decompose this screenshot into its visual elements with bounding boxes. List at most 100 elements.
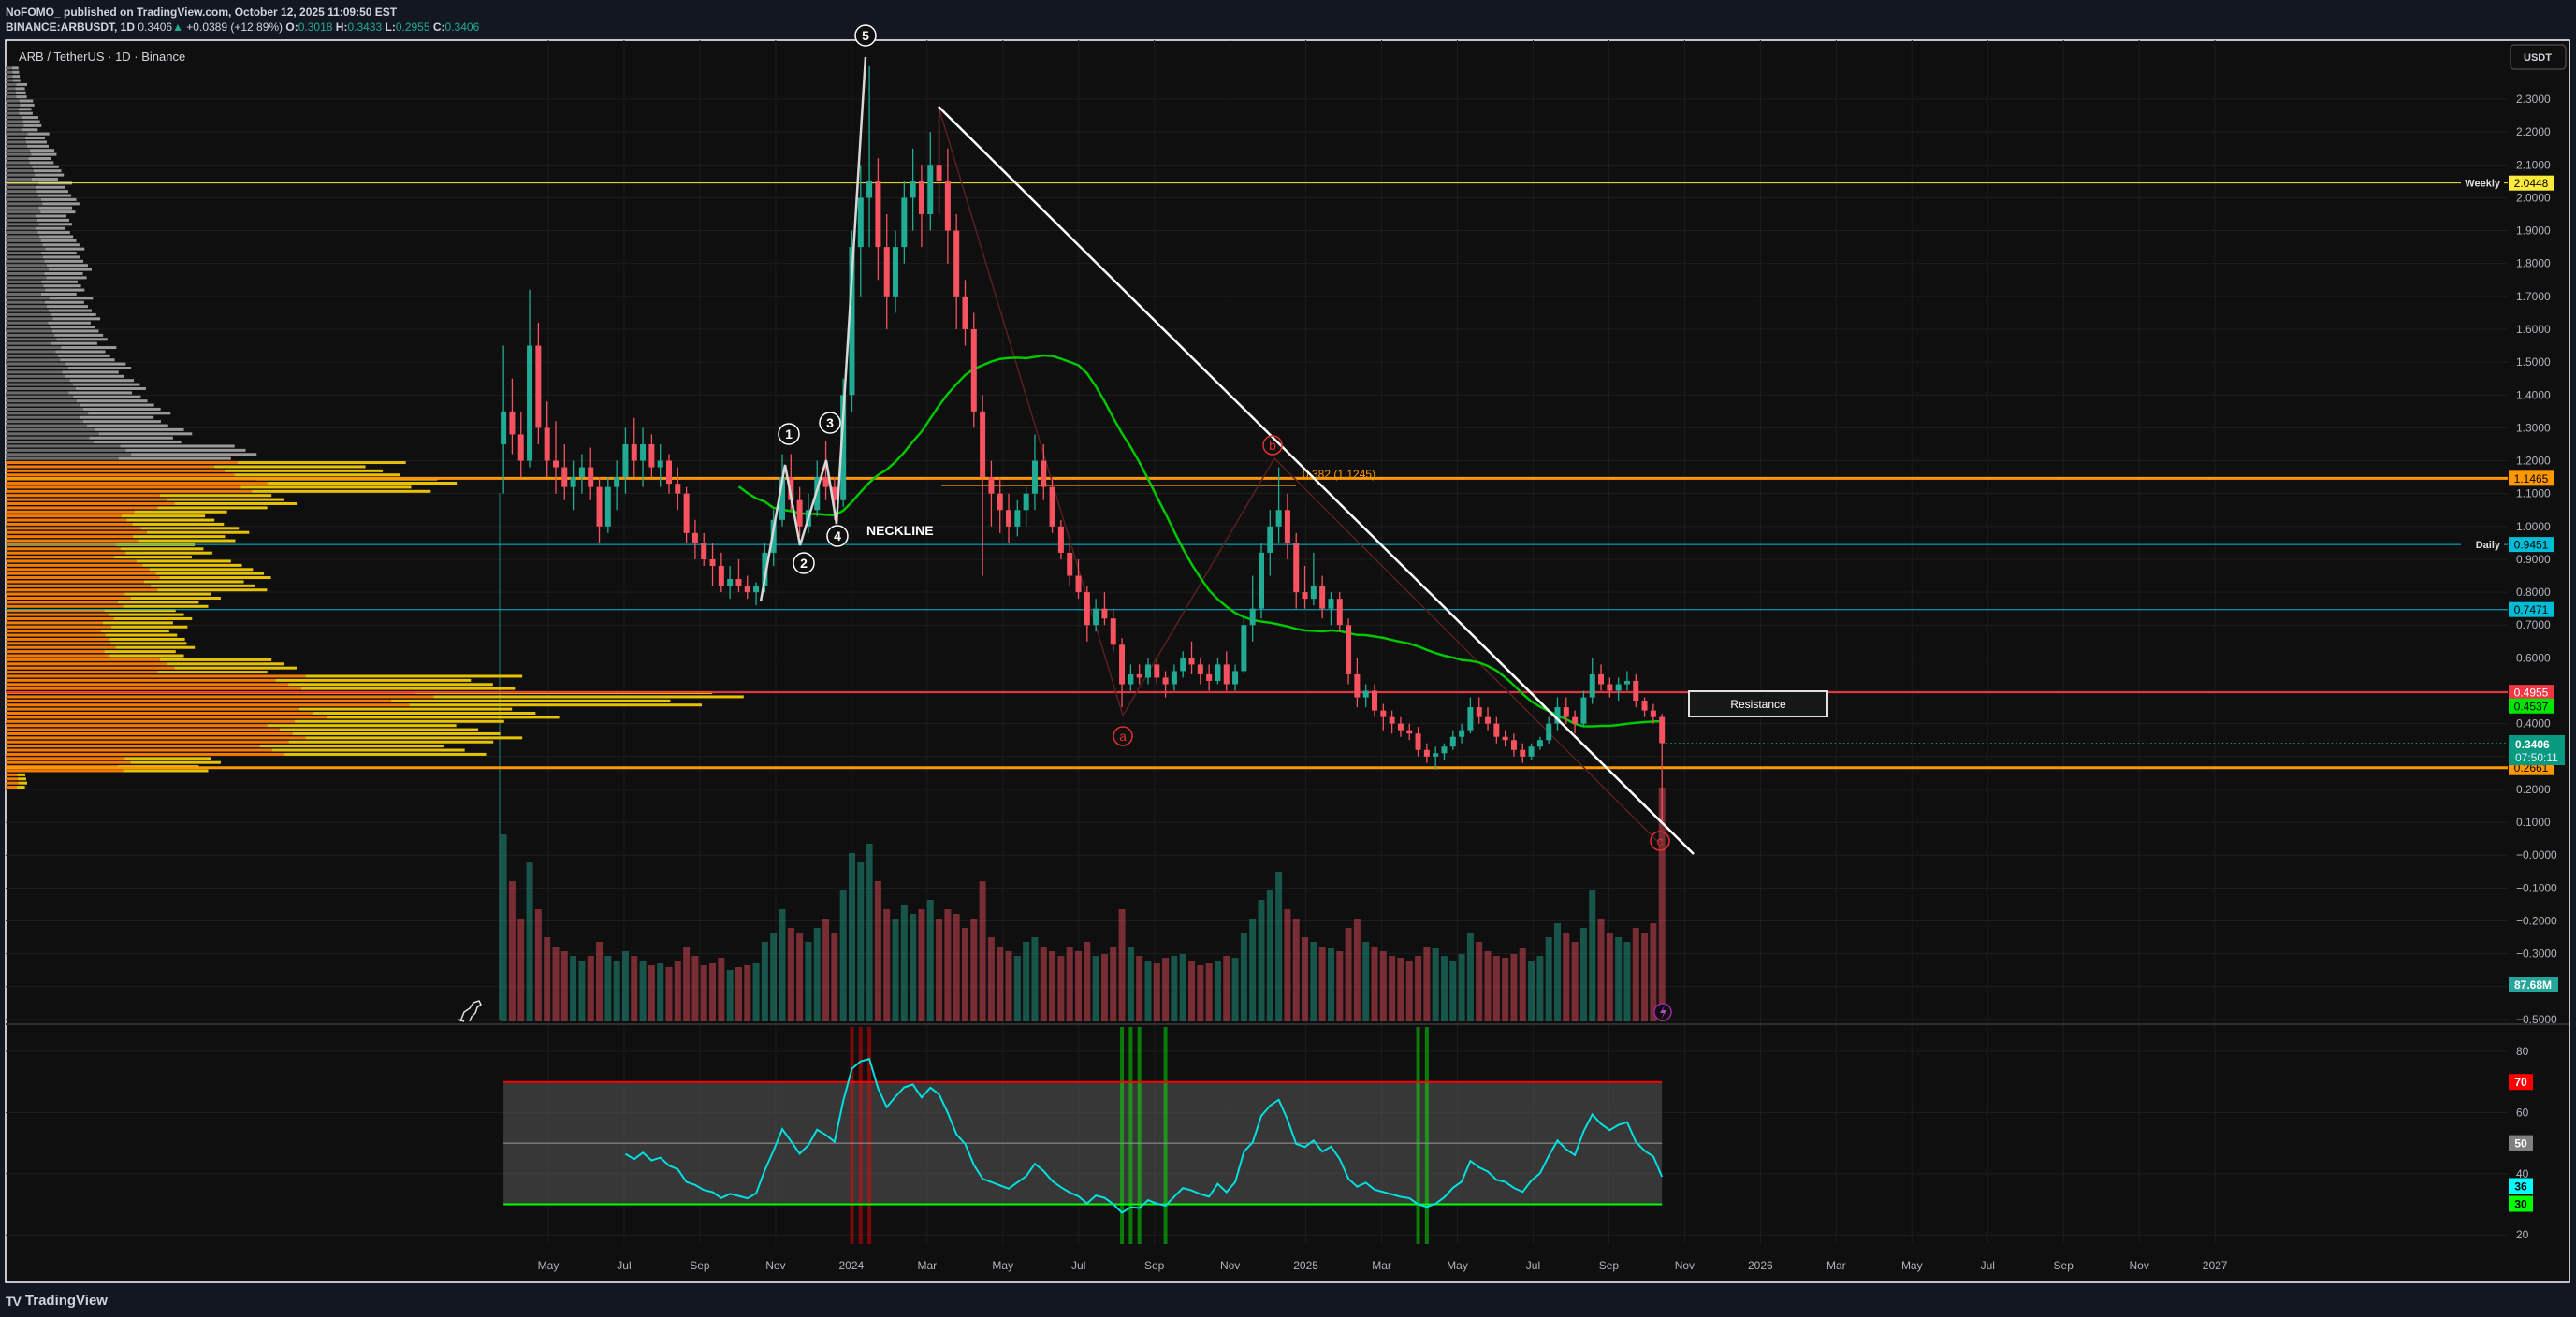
profile-bar-up: [157, 671, 268, 674]
profile-bar: [6, 116, 22, 120]
candle-body: [910, 181, 916, 198]
volume-bar: [1615, 937, 1623, 1021]
profile-bar-up: [279, 728, 479, 731]
candle: [1144, 658, 1151, 685]
profile-bar: [6, 321, 49, 325]
time-axis[interactable]: May Jul Sep Nov 2024 Mar May Jul Sep Nov 2025 Mar Ma…: [538, 1259, 2228, 1272]
currency-label[interactable]: USDT: [2524, 52, 2552, 64]
volume-bar: [1536, 956, 1544, 1021]
profile-bar-up: [68, 391, 132, 395]
resistance-label: Resistance: [1730, 698, 1786, 711]
price-axis[interactable]: 2.04481.14650.94510.74710.49550.26612.30…: [2509, 93, 2565, 1241]
profile-bar: [6, 379, 70, 383]
tradingview-logo[interactable]: TV TradingView: [6, 1293, 108, 1309]
profile-bar: [6, 752, 284, 756]
wave-label-3[interactable]: 3: [819, 412, 841, 434]
rsi-oversold-strip: [1128, 1027, 1133, 1244]
wave-label-a[interactable]: a: [1113, 726, 1133, 746]
profile-bar-up: [22, 116, 38, 120]
price-tick: 0.8000: [2516, 586, 2551, 599]
volume-bar: [1075, 951, 1083, 1021]
resistance-box-frame[interactable]: [1688, 690, 1828, 717]
currency-button-frame[interactable]: [2510, 44, 2567, 70]
volume-bar: [1179, 954, 1186, 1021]
dino-icon[interactable]: [458, 1000, 482, 1022]
profile-bar: [6, 346, 62, 350]
time-tick: 2024: [838, 1259, 864, 1272]
candle-body: [944, 181, 951, 231]
resistance-box[interactable]: Resistance: [1688, 690, 1828, 717]
price-tick: 1.0000: [2516, 520, 2551, 533]
profile-bar-up: [16, 82, 27, 86]
volume-bar: [1023, 942, 1030, 1021]
candle-body: [517, 434, 524, 461]
level-price-box: [2509, 537, 2554, 553]
profile-bar: [6, 613, 109, 616]
candle-body: [779, 477, 786, 520]
price-tick: 0.4000: [2516, 717, 2551, 731]
volume-bar: [1205, 963, 1213, 1021]
profile-bar-up: [82, 407, 161, 411]
profile-bar: [6, 427, 95, 431]
candles: [501, 65, 1666, 823]
drawings[interactable]: 1 2 3 4 5 NECKLINE a b c Resistance: [458, 24, 1828, 1022]
profile-bar-up: [117, 601, 199, 604]
candle-body: [753, 586, 760, 593]
volume-bar: [1188, 961, 1196, 1021]
volume-bar: [953, 914, 960, 1021]
candle: [770, 510, 777, 566]
currency-button[interactable]: USDT: [2510, 44, 2567, 70]
impulse-wave-line[interactable]: [759, 56, 867, 602]
candle-body: [875, 181, 881, 248]
profile-bar-up: [80, 415, 154, 419]
profile-bar-up: [51, 341, 97, 345]
volume-bar: [779, 909, 786, 1021]
profile-bar-up: [25, 140, 47, 144]
downtrend-line[interactable]: [938, 106, 1695, 855]
wave-label-b[interactable]: b: [1262, 435, 1283, 456]
profile-bar: [6, 132, 28, 136]
profile-bar-up: [295, 719, 504, 723]
profile-bar-up: [15, 87, 25, 91]
tradingview-logo-mark: TV: [6, 1293, 22, 1309]
volume-bar: [631, 956, 638, 1021]
candle: [735, 558, 742, 593]
profile-bar-up: [132, 522, 225, 526]
profile-bar-up: [19, 111, 33, 115]
candle: [779, 454, 786, 527]
wave-label-4[interactable]: 4: [826, 525, 849, 547]
rsi-mid-box: [2509, 1135, 2533, 1151]
wave-label-2[interactable]: 2: [793, 552, 815, 574]
profile-bar: [6, 243, 43, 247]
candle-body: [970, 328, 977, 412]
candle: [570, 460, 576, 511]
wave-label-5[interactable]: 5: [854, 24, 877, 47]
volume-bar: [883, 909, 891, 1021]
wave-label-1[interactable]: 1: [778, 423, 800, 445]
profile-bar: [6, 350, 56, 354]
candle-body: [1310, 586, 1317, 600]
profile-bar-up: [113, 556, 192, 559]
lightning-icon[interactable]: [1653, 1003, 1672, 1021]
profile-bar-up: [26, 144, 49, 148]
candle-body: [997, 493, 1003, 511]
candle: [1119, 638, 1126, 708]
profile-bar-up: [41, 280, 78, 283]
profile-bar: [6, 214, 36, 218]
candle: [893, 230, 899, 313]
volume-bar: [1423, 947, 1431, 1021]
candle: [980, 395, 986, 576]
candle: [1476, 697, 1482, 724]
price-tick: 0.2000: [2516, 783, 2551, 796]
candle-body: [1057, 526, 1064, 553]
profile-bar: [6, 506, 158, 510]
volume-bar: [1197, 965, 1204, 1021]
symbol-ohlc-bar: BINANCE:ARBUSDT, 1D 0.3406▲ +0.0389 (+12…: [6, 21, 479, 34]
publish-text: NoFOMO_ published on TradingView.com, Oc…: [6, 6, 398, 19]
profile-bar-up: [271, 748, 465, 752]
level-price-text: 2.0448: [2514, 177, 2549, 190]
candle: [1006, 493, 1012, 543]
wave-label-c[interactable]: c: [1650, 831, 1670, 851]
price-tick: 1.6000: [2516, 323, 2551, 336]
